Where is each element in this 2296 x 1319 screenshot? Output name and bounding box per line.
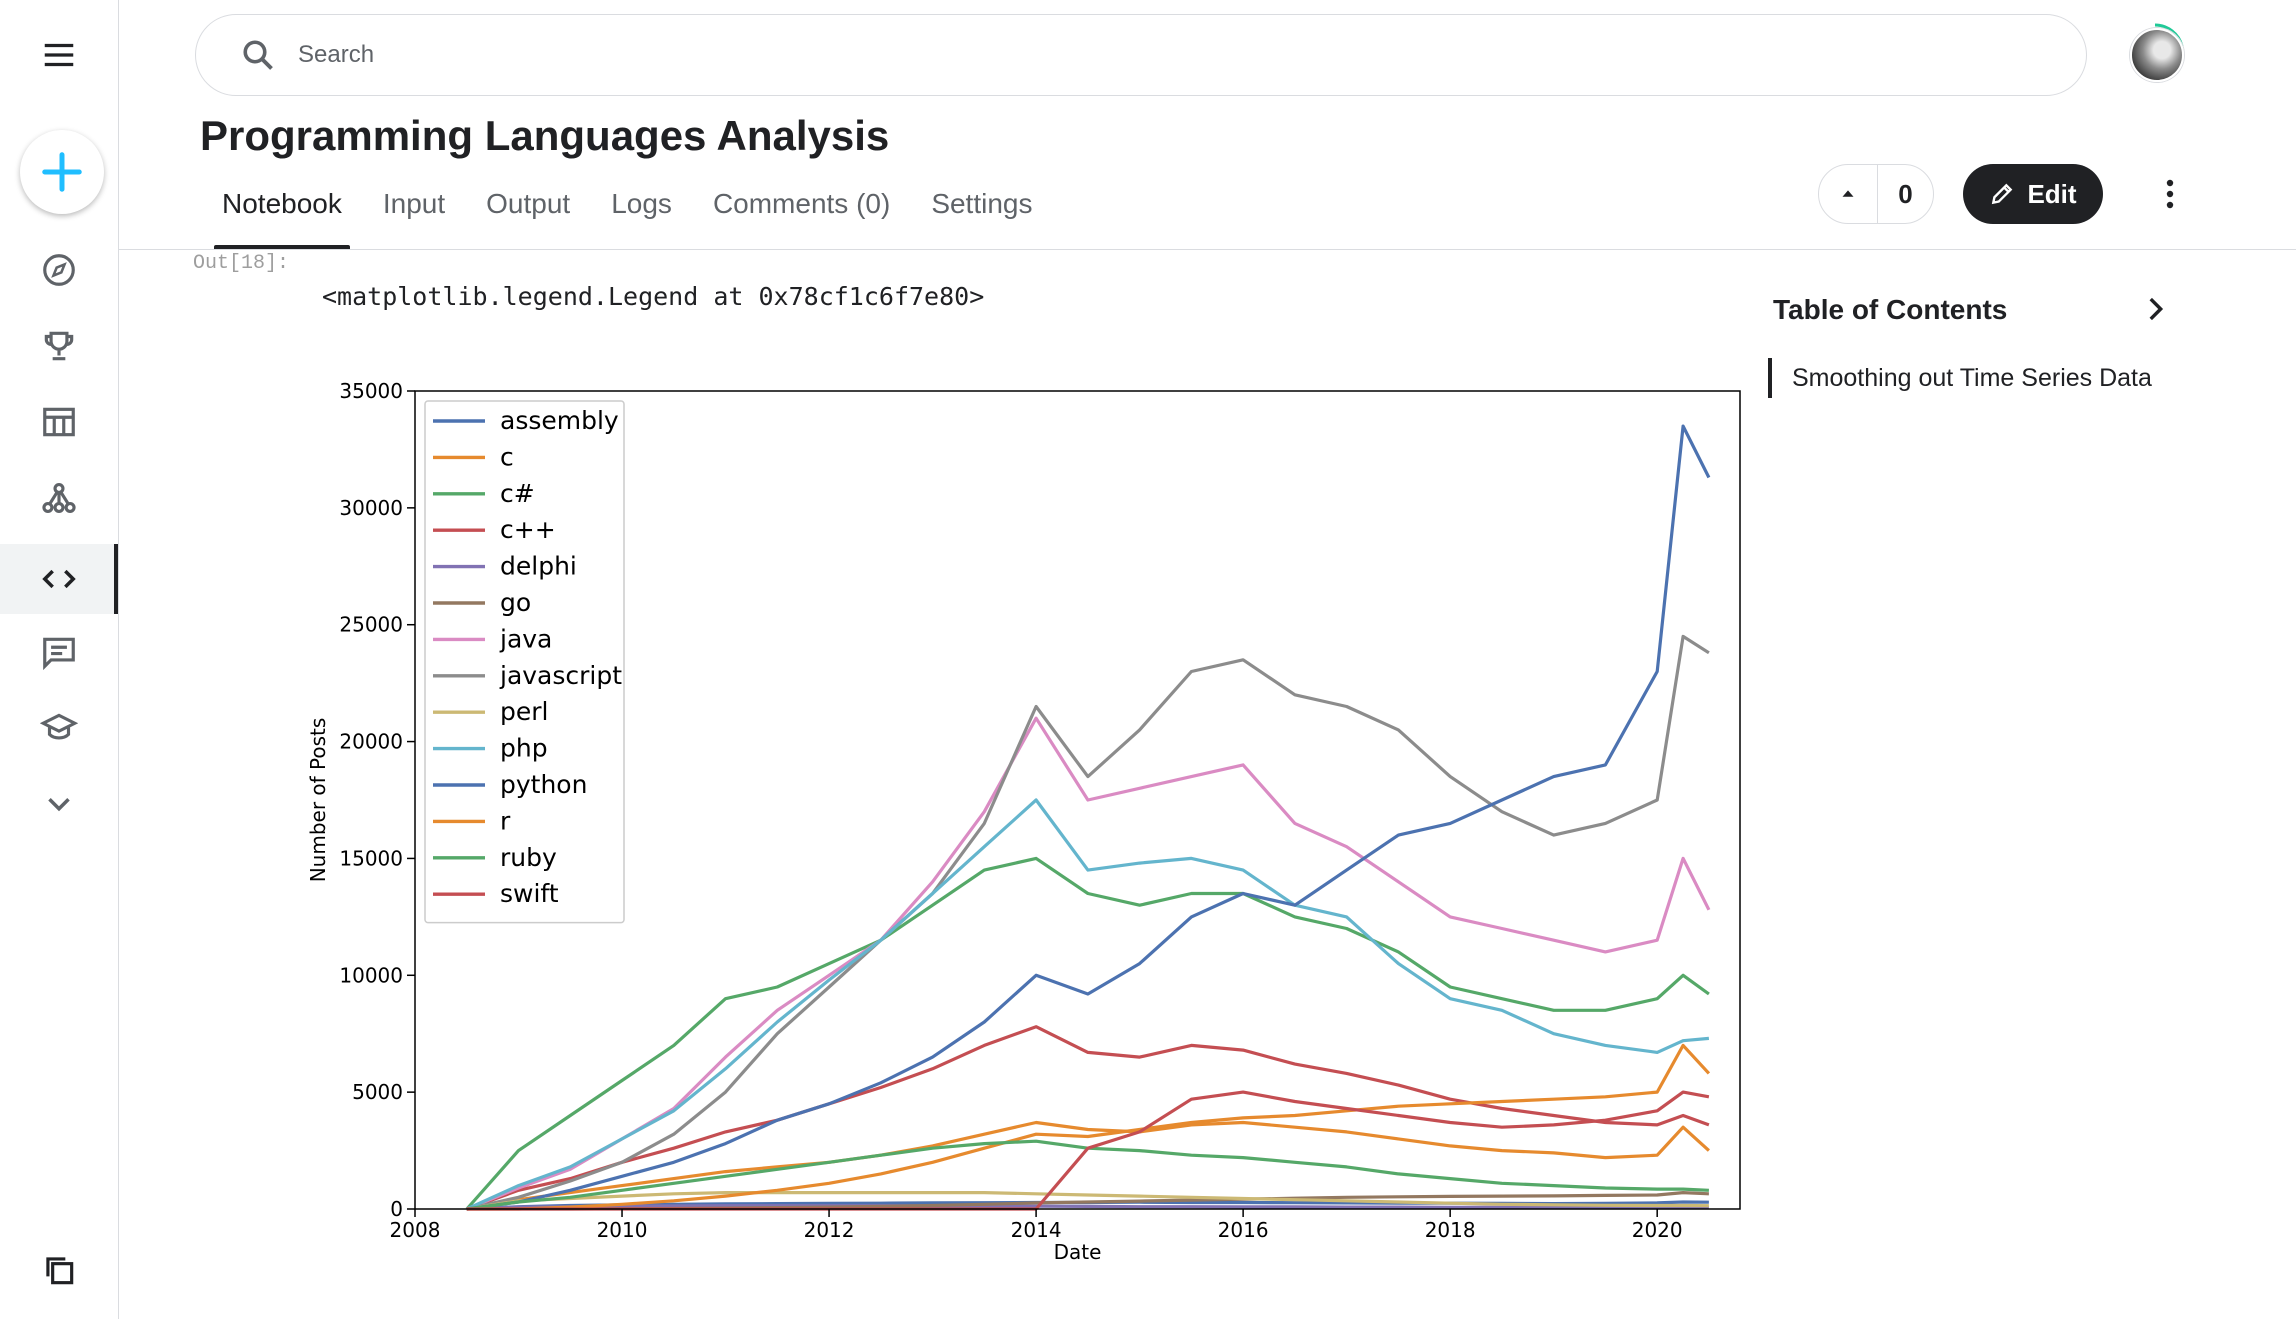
y-tick-label: 10000: [339, 963, 403, 987]
tab-input[interactable]: Input: [382, 188, 446, 219]
legend-label: delphi: [500, 552, 577, 581]
y-tick-label: 20000: [339, 730, 403, 754]
x-axis-label: Date: [1054, 1240, 1102, 1264]
legend-label: go: [500, 588, 531, 617]
y-tick-label: 25000: [339, 613, 403, 637]
legend-label: assembly: [500, 406, 619, 435]
legend-label: r: [500, 806, 511, 835]
series-line-java: [466, 716, 1711, 1211]
x-tick-label: 2012: [804, 1218, 855, 1242]
pencil-icon: [1992, 183, 2013, 205]
search-input[interactable]: [296, 40, 2000, 70]
x-tick-label: 2014: [1011, 1218, 1062, 1242]
plus-icon: [42, 152, 82, 192]
x-tick-label: 2018: [1425, 1218, 1476, 1242]
sidebar: [0, 0, 119, 1319]
y-tick-label: 5000: [352, 1080, 403, 1104]
y-tick-label: 15000: [339, 846, 403, 870]
tab-logs[interactable]: Logs: [611, 188, 672, 219]
legend-label: c: [500, 442, 514, 471]
legend-label: python: [500, 770, 587, 799]
chevron-right-icon[interactable]: [2138, 292, 2172, 326]
legend-label: swift: [500, 879, 559, 908]
series-line-c__: [466, 1025, 1710, 1211]
page-title: Programming Languages Analysis: [200, 112, 890, 159]
edit-button[interactable]: Edit: [1963, 164, 2103, 224]
more-options-button[interactable]: [2155, 174, 2185, 214]
series-line-python: [466, 424, 1711, 1211]
series-line-perl: [466, 1190, 1709, 1211]
y-axis-label: Number of Posts: [306, 718, 330, 883]
axes-layer: 2008 2010 2012 2014 2016 2018 2020 0 5000 10000 15…: [306, 379, 1741, 1264]
series-line-javascript: [466, 634, 1710, 1211]
menu-icon[interactable]: [0, 25, 118, 85]
legend-label: perl: [500, 697, 548, 726]
upvote-button[interactable]: [1819, 165, 1878, 223]
series-line-c_: [465, 856, 1710, 1211]
legend: assembly c c# c++ delphi go java javascript perl…: [424, 400, 625, 924]
legend-label: javascript: [499, 661, 622, 690]
tab-bar: Notebook Input Output Logs Comments (0) …: [214, 188, 1073, 249]
legend-label: java: [499, 624, 552, 653]
x-tick-label: 2016: [1218, 1218, 1269, 1242]
y-tick-label: 0: [390, 1197, 403, 1221]
learn-icon[interactable]: [0, 698, 118, 758]
series-line-delphi: [466, 1204, 1709, 1211]
y-tick-label: 35000: [339, 379, 403, 403]
avatar[interactable]: [2130, 28, 2184, 82]
vote-count: 0: [1898, 178, 1913, 209]
edit-label: Edit: [2027, 178, 2077, 209]
tab-output[interactable]: Output: [486, 188, 571, 219]
legend-label: php: [500, 734, 548, 763]
x-tick-label: 2008: [390, 1218, 441, 1242]
series-layer: [465, 424, 1711, 1211]
explore-icon[interactable]: [0, 240, 118, 300]
create-button[interactable]: [20, 130, 104, 214]
kebab-icon: [2166, 179, 2174, 209]
header-divider: [118, 249, 2296, 250]
series-line-c: [466, 1120, 1710, 1211]
vote-control: 0: [1818, 164, 1934, 224]
toc-item[interactable]: Smoothing out Time Series Data: [1768, 358, 2152, 398]
more-chevron-icon[interactable]: [0, 774, 118, 834]
x-tick-label: 2010: [597, 1218, 648, 1242]
legend-label: c#: [500, 479, 535, 508]
series-line-ruby: [466, 1139, 1709, 1211]
legend-label: ruby: [500, 843, 557, 872]
x-tick-label: 2020: [1632, 1218, 1683, 1242]
series-line-r: [466, 1043, 1711, 1211]
toc-title: Table of Contents: [1773, 294, 2008, 325]
copy-icon[interactable]: [0, 1240, 118, 1300]
search-bar[interactable]: [195, 14, 2087, 96]
plot-frame: [414, 390, 1741, 1210]
caret-up-icon: [1842, 190, 1854, 197]
tab-settings[interactable]: Settings: [931, 188, 1033, 219]
code-icon[interactable]: [0, 544, 118, 614]
legend-label: c++: [500, 515, 556, 544]
cell-output-text: <matplotlib.legend.Legend at 0x78cf1c6f7…: [322, 282, 985, 311]
tab-notebook[interactable]: Notebook: [214, 188, 350, 249]
y-tick-label: 30000: [339, 496, 403, 520]
search-icon: [243, 40, 273, 70]
tab-comments[interactable]: Comments (0): [712, 188, 891, 219]
table-icon[interactable]: [0, 392, 118, 452]
models-icon[interactable]: [0, 468, 118, 528]
series-line-php: [466, 798, 1710, 1211]
trophy-icon[interactable]: [0, 316, 118, 376]
discussion-icon[interactable]: [0, 622, 118, 682]
cell-output-label: Out[18]:: [193, 252, 290, 275]
line-chart: 2008 2010 2012 2014 2016 2018 2020 0 5000 10000 15…: [306, 379, 1741, 1264]
